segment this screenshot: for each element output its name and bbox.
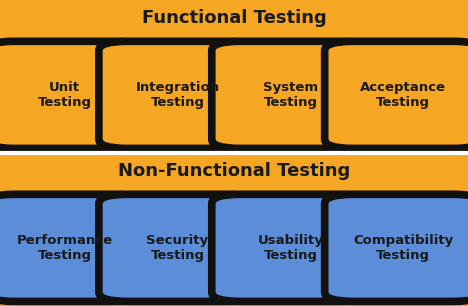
Text: Security
Testing: Security Testing bbox=[146, 234, 209, 262]
FancyBboxPatch shape bbox=[0, 41, 143, 148]
FancyBboxPatch shape bbox=[212, 41, 369, 148]
Text: Compatibility
Testing: Compatibility Testing bbox=[353, 234, 453, 262]
Text: Unit
Testing: Unit Testing bbox=[37, 81, 92, 109]
FancyBboxPatch shape bbox=[325, 41, 468, 148]
Text: Acceptance
Testing: Acceptance Testing bbox=[360, 81, 446, 109]
FancyBboxPatch shape bbox=[99, 41, 256, 148]
FancyBboxPatch shape bbox=[0, 194, 143, 301]
FancyBboxPatch shape bbox=[212, 194, 369, 301]
Text: Performance
Testing: Performance Testing bbox=[16, 234, 113, 262]
Text: Usability
Testing: Usability Testing bbox=[257, 234, 323, 262]
FancyBboxPatch shape bbox=[99, 194, 256, 301]
Text: System
Testing: System Testing bbox=[263, 81, 318, 109]
Text: Integration
Testing: Integration Testing bbox=[135, 81, 219, 109]
FancyBboxPatch shape bbox=[325, 194, 468, 301]
Text: Non-Functional Testing: Non-Functional Testing bbox=[118, 162, 350, 180]
Text: Functional Testing: Functional Testing bbox=[142, 9, 326, 27]
